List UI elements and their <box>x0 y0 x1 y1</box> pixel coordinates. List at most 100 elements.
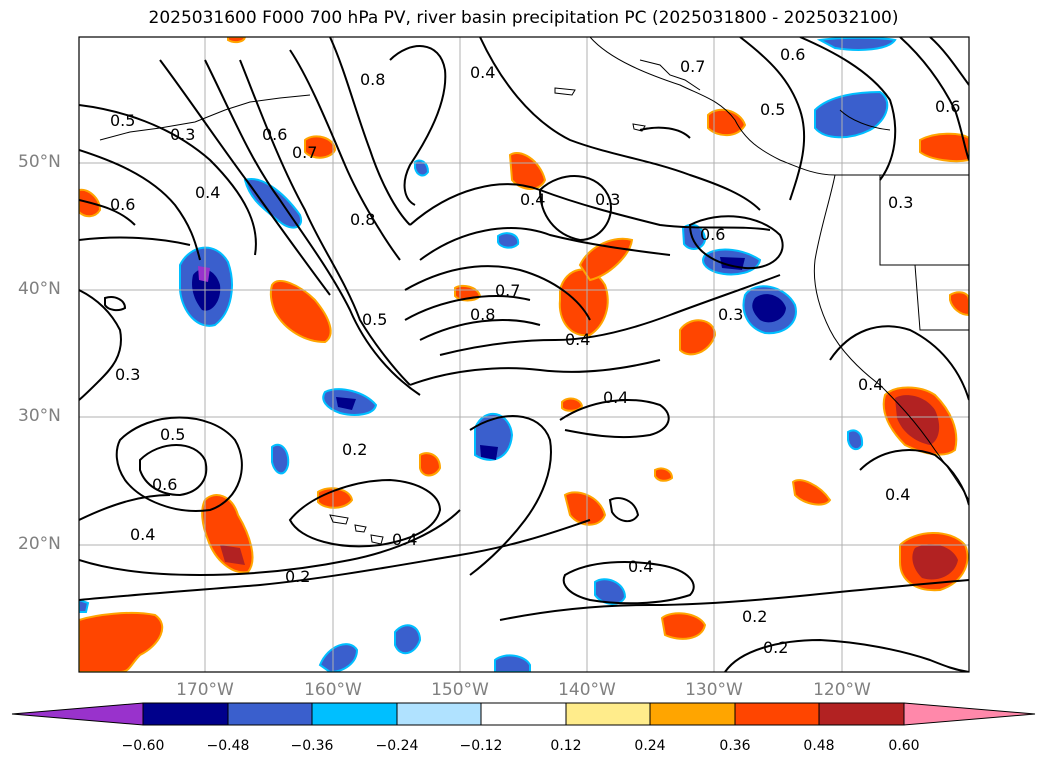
precip-neg-blob <box>814 90 889 139</box>
precip-neg-blob <box>198 266 210 282</box>
contour-label: 0.7 <box>495 281 520 300</box>
colorbar-tick: −0.60 <box>121 738 165 754</box>
precip-neg-blob <box>336 397 356 410</box>
precip-neg-blob <box>497 232 520 249</box>
lon-label-120w: 120°W <box>813 680 871 700</box>
contour-label: 0.6 <box>110 195 135 214</box>
graticule <box>79 37 969 672</box>
colorbar-segment <box>311 702 398 726</box>
colorbar-tick: 0.24 <box>634 738 666 754</box>
contour-label: 0.3 <box>170 125 195 144</box>
contour-label: 0.6 <box>152 475 177 494</box>
colorbar-tick: 0.12 <box>550 738 582 754</box>
precip-pos-blob <box>561 397 584 412</box>
contour-label: 0.3 <box>115 365 140 384</box>
contour-label: 0.3 <box>888 193 913 212</box>
precip-pos-blob <box>227 37 247 44</box>
map-title: 2025031600 F000 700 hPa PV, river basin … <box>148 8 899 28</box>
precip-pos-blob <box>269 280 332 344</box>
precip-pos-blob <box>558 268 609 337</box>
precip-pos-blob <box>419 452 442 477</box>
colorbar-segment <box>227 702 313 726</box>
colorbar-tick: −0.24 <box>375 738 419 754</box>
contour-label: 0.4 <box>628 557 653 576</box>
colorbar-segment <box>818 702 905 726</box>
precip-neg-blob <box>594 578 627 605</box>
contour-label: 0.4 <box>520 190 545 209</box>
precip-neg-blob <box>394 624 422 655</box>
colorbar-tick: 0.60 <box>888 738 920 754</box>
precip-pos-blob <box>578 237 634 282</box>
contour-label: 0.5 <box>110 111 135 130</box>
contour-label: 0.5 <box>760 100 785 119</box>
contour-label: 0.4 <box>565 330 590 349</box>
precip-pos-blob <box>304 135 337 159</box>
precip-neg-blob <box>79 598 90 613</box>
contour-label: 0.2 <box>285 567 310 586</box>
contour-label: 0.8 <box>350 210 375 229</box>
colorbar-tick: −0.36 <box>290 738 334 754</box>
lon-label-150w: 150°W <box>431 680 489 700</box>
precip-neg-blob <box>816 37 897 51</box>
contour-label: 0.7 <box>680 57 705 76</box>
colorbar <box>11 702 1036 726</box>
colorbar-tick: 0.36 <box>719 738 751 754</box>
contour-label: 0.7 <box>292 143 317 162</box>
contour-label: 0.3 <box>718 305 743 324</box>
contour-label: 0.4 <box>603 388 628 407</box>
colorbar-segment <box>142 702 229 726</box>
lat-label-20n: 20°N <box>18 534 61 554</box>
colorbar-segment <box>11 702 144 726</box>
precip-pos-blob <box>791 479 832 506</box>
colorbar-tick: 0.48 <box>803 738 835 754</box>
coastlines <box>99 37 969 545</box>
colorbar-segment <box>649 702 736 726</box>
lat-label-40n: 40°N <box>18 279 61 299</box>
contour-label: 0.6 <box>262 125 287 144</box>
map-frame <box>78 36 970 673</box>
precip-neg-blob <box>494 654 531 672</box>
precip-pos-blob <box>79 611 164 672</box>
colorbar-segment <box>734 702 820 726</box>
contour-label: 0.2 <box>763 638 788 657</box>
contour-label: 0.8 <box>360 70 385 89</box>
precip-pos-blob <box>707 108 747 137</box>
contour-label: 0.5 <box>160 425 185 444</box>
contour-label: 0.4 <box>885 485 910 504</box>
contour-label: 0.4 <box>130 525 155 544</box>
contour-label: 0.2 <box>342 440 367 459</box>
precip-pos-blob <box>895 395 940 445</box>
precip-neg-blob <box>480 445 498 460</box>
precip-neg-blob <box>847 429 864 451</box>
negative-precip-regions <box>79 37 897 672</box>
colorbar-segment <box>480 702 567 726</box>
colorbar-segment <box>565 702 651 726</box>
lon-label-140w: 140°W <box>558 680 616 700</box>
precip-neg-blob <box>318 643 359 672</box>
contour-label: 0.5 <box>362 310 387 329</box>
colorbar-tick: −0.48 <box>206 738 250 754</box>
contour-label: 0.4 <box>858 375 883 394</box>
precip-neg-blob <box>414 159 430 177</box>
colorbar-segment <box>396 702 482 726</box>
contour-label: 0.8 <box>470 305 495 324</box>
contour-label: 0.3 <box>595 190 620 209</box>
contour-label: 0.6 <box>935 97 960 116</box>
contour-label: 0.6 <box>700 225 725 244</box>
precip-pos-blob <box>563 491 607 526</box>
contour-label: 0.4 <box>470 63 495 82</box>
precip-pos-blob <box>220 545 245 565</box>
lon-label-170w: 170°W <box>176 680 234 700</box>
precip-pos-blob <box>912 544 958 580</box>
precip-pos-blob <box>654 467 674 482</box>
contour-label: 0.4 <box>195 183 220 202</box>
colorbar-segment <box>903 702 1036 726</box>
positive-precip-regions <box>79 37 969 672</box>
contour-label: 0.6 <box>780 45 805 64</box>
colorbar-tick: −0.12 <box>459 738 503 754</box>
precip-neg-blob <box>681 223 707 250</box>
contour-label: 0.4 <box>392 530 417 549</box>
lon-label-160w: 160°W <box>304 680 362 700</box>
lon-label-130w: 130°W <box>685 680 743 700</box>
